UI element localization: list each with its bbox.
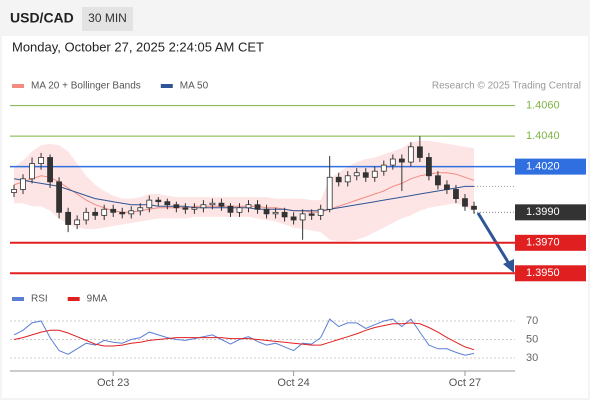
x-tick-label: Oct 24 <box>277 377 309 389</box>
candle-body <box>200 204 207 209</box>
symbol: USD/CAD <box>10 10 74 26</box>
candle-body <box>308 213 315 216</box>
legend-label: MA 20 + Bollinger Bands <box>31 81 141 92</box>
legend-label: RSI <box>31 294 48 305</box>
bollinger-band <box>14 140 474 242</box>
forecast-arrow <box>476 212 510 263</box>
candle-body <box>299 213 306 221</box>
candle-body <box>389 158 396 166</box>
candle-body <box>155 199 162 203</box>
candle-body <box>182 207 189 210</box>
candle-body <box>335 176 342 183</box>
candle-body <box>371 170 378 178</box>
candle-body <box>74 219 81 225</box>
candle-body <box>236 207 243 213</box>
y-tick-label: 70 <box>526 315 538 327</box>
candle-body <box>471 205 477 210</box>
candle-body <box>209 202 216 206</box>
candle-body <box>462 198 468 207</box>
candle-body <box>254 204 261 210</box>
candle-body <box>326 176 333 210</box>
candle-body <box>29 163 35 180</box>
candle-body <box>92 211 99 216</box>
candle-body <box>83 211 90 221</box>
legend-label: 9MA <box>87 294 108 305</box>
candle-body <box>47 157 53 183</box>
candle-body <box>110 208 117 213</box>
candle-body <box>453 189 459 200</box>
candle-body <box>173 204 180 209</box>
candle-body <box>101 208 108 216</box>
indicator-line <box>13 172 475 213</box>
legend-swatch <box>12 297 24 301</box>
level-label: 1.3990 <box>526 206 560 218</box>
candle-body <box>218 202 225 207</box>
level-label-box <box>515 234 586 251</box>
candle-body <box>128 210 135 215</box>
candle-body <box>263 208 270 215</box>
datetime: Monday, October 27, 2025 2:24:05 AM CET <box>12 39 264 54</box>
level-label-box <box>515 265 586 282</box>
legend-swatch <box>67 297 80 301</box>
candle-body <box>398 158 405 163</box>
legend-swatch <box>12 84 24 88</box>
level-label: 1.4020 <box>526 161 560 173</box>
credit: Research © 2025 Trading Central <box>432 81 581 92</box>
rsi-line <box>13 322 475 351</box>
candle-body <box>191 207 198 210</box>
candle-body <box>344 175 351 183</box>
candle-body <box>435 175 441 186</box>
candle-body <box>353 172 360 177</box>
y-tick-label: 30 <box>526 352 538 364</box>
candle-body <box>362 172 369 178</box>
candle-body <box>227 205 234 213</box>
candle-body <box>20 178 26 190</box>
x-tick-label: Oct 27 <box>449 377 481 389</box>
candle-body <box>416 146 423 158</box>
candle-body <box>281 211 288 218</box>
level-label-box <box>515 204 586 221</box>
candle-body <box>380 164 387 172</box>
candle-body <box>290 216 297 221</box>
candle-body <box>56 181 62 213</box>
level-label: 1.4060 <box>526 100 560 112</box>
x-tick-label: Oct 23 <box>97 377 129 389</box>
candle-body <box>65 211 72 225</box>
candle-body <box>407 146 414 163</box>
level-label: 1.4040 <box>526 130 560 142</box>
level-label: 1.3950 <box>526 267 560 279</box>
legend-swatch <box>160 84 173 88</box>
indicator-line <box>13 178 474 212</box>
candle-body <box>146 199 153 209</box>
candle-body <box>119 211 126 215</box>
candle-body <box>38 157 44 164</box>
candle-body <box>137 207 144 212</box>
candle-body <box>164 201 171 206</box>
y-tick-label: 50 <box>526 333 538 345</box>
candle-body <box>245 204 252 209</box>
timeframe: 30 MIN <box>88 11 127 25</box>
level-label-box <box>515 158 586 175</box>
timeframe-box <box>82 7 133 31</box>
level-label: 1.3970 <box>526 237 560 249</box>
candle-body <box>11 189 17 193</box>
legend-label: MA 50 <box>180 81 209 92</box>
forecast-arrow-head <box>503 259 514 273</box>
candle-body <box>444 184 450 190</box>
candle-body <box>272 211 279 215</box>
candle-body <box>426 157 432 177</box>
candle-body <box>317 208 324 216</box>
